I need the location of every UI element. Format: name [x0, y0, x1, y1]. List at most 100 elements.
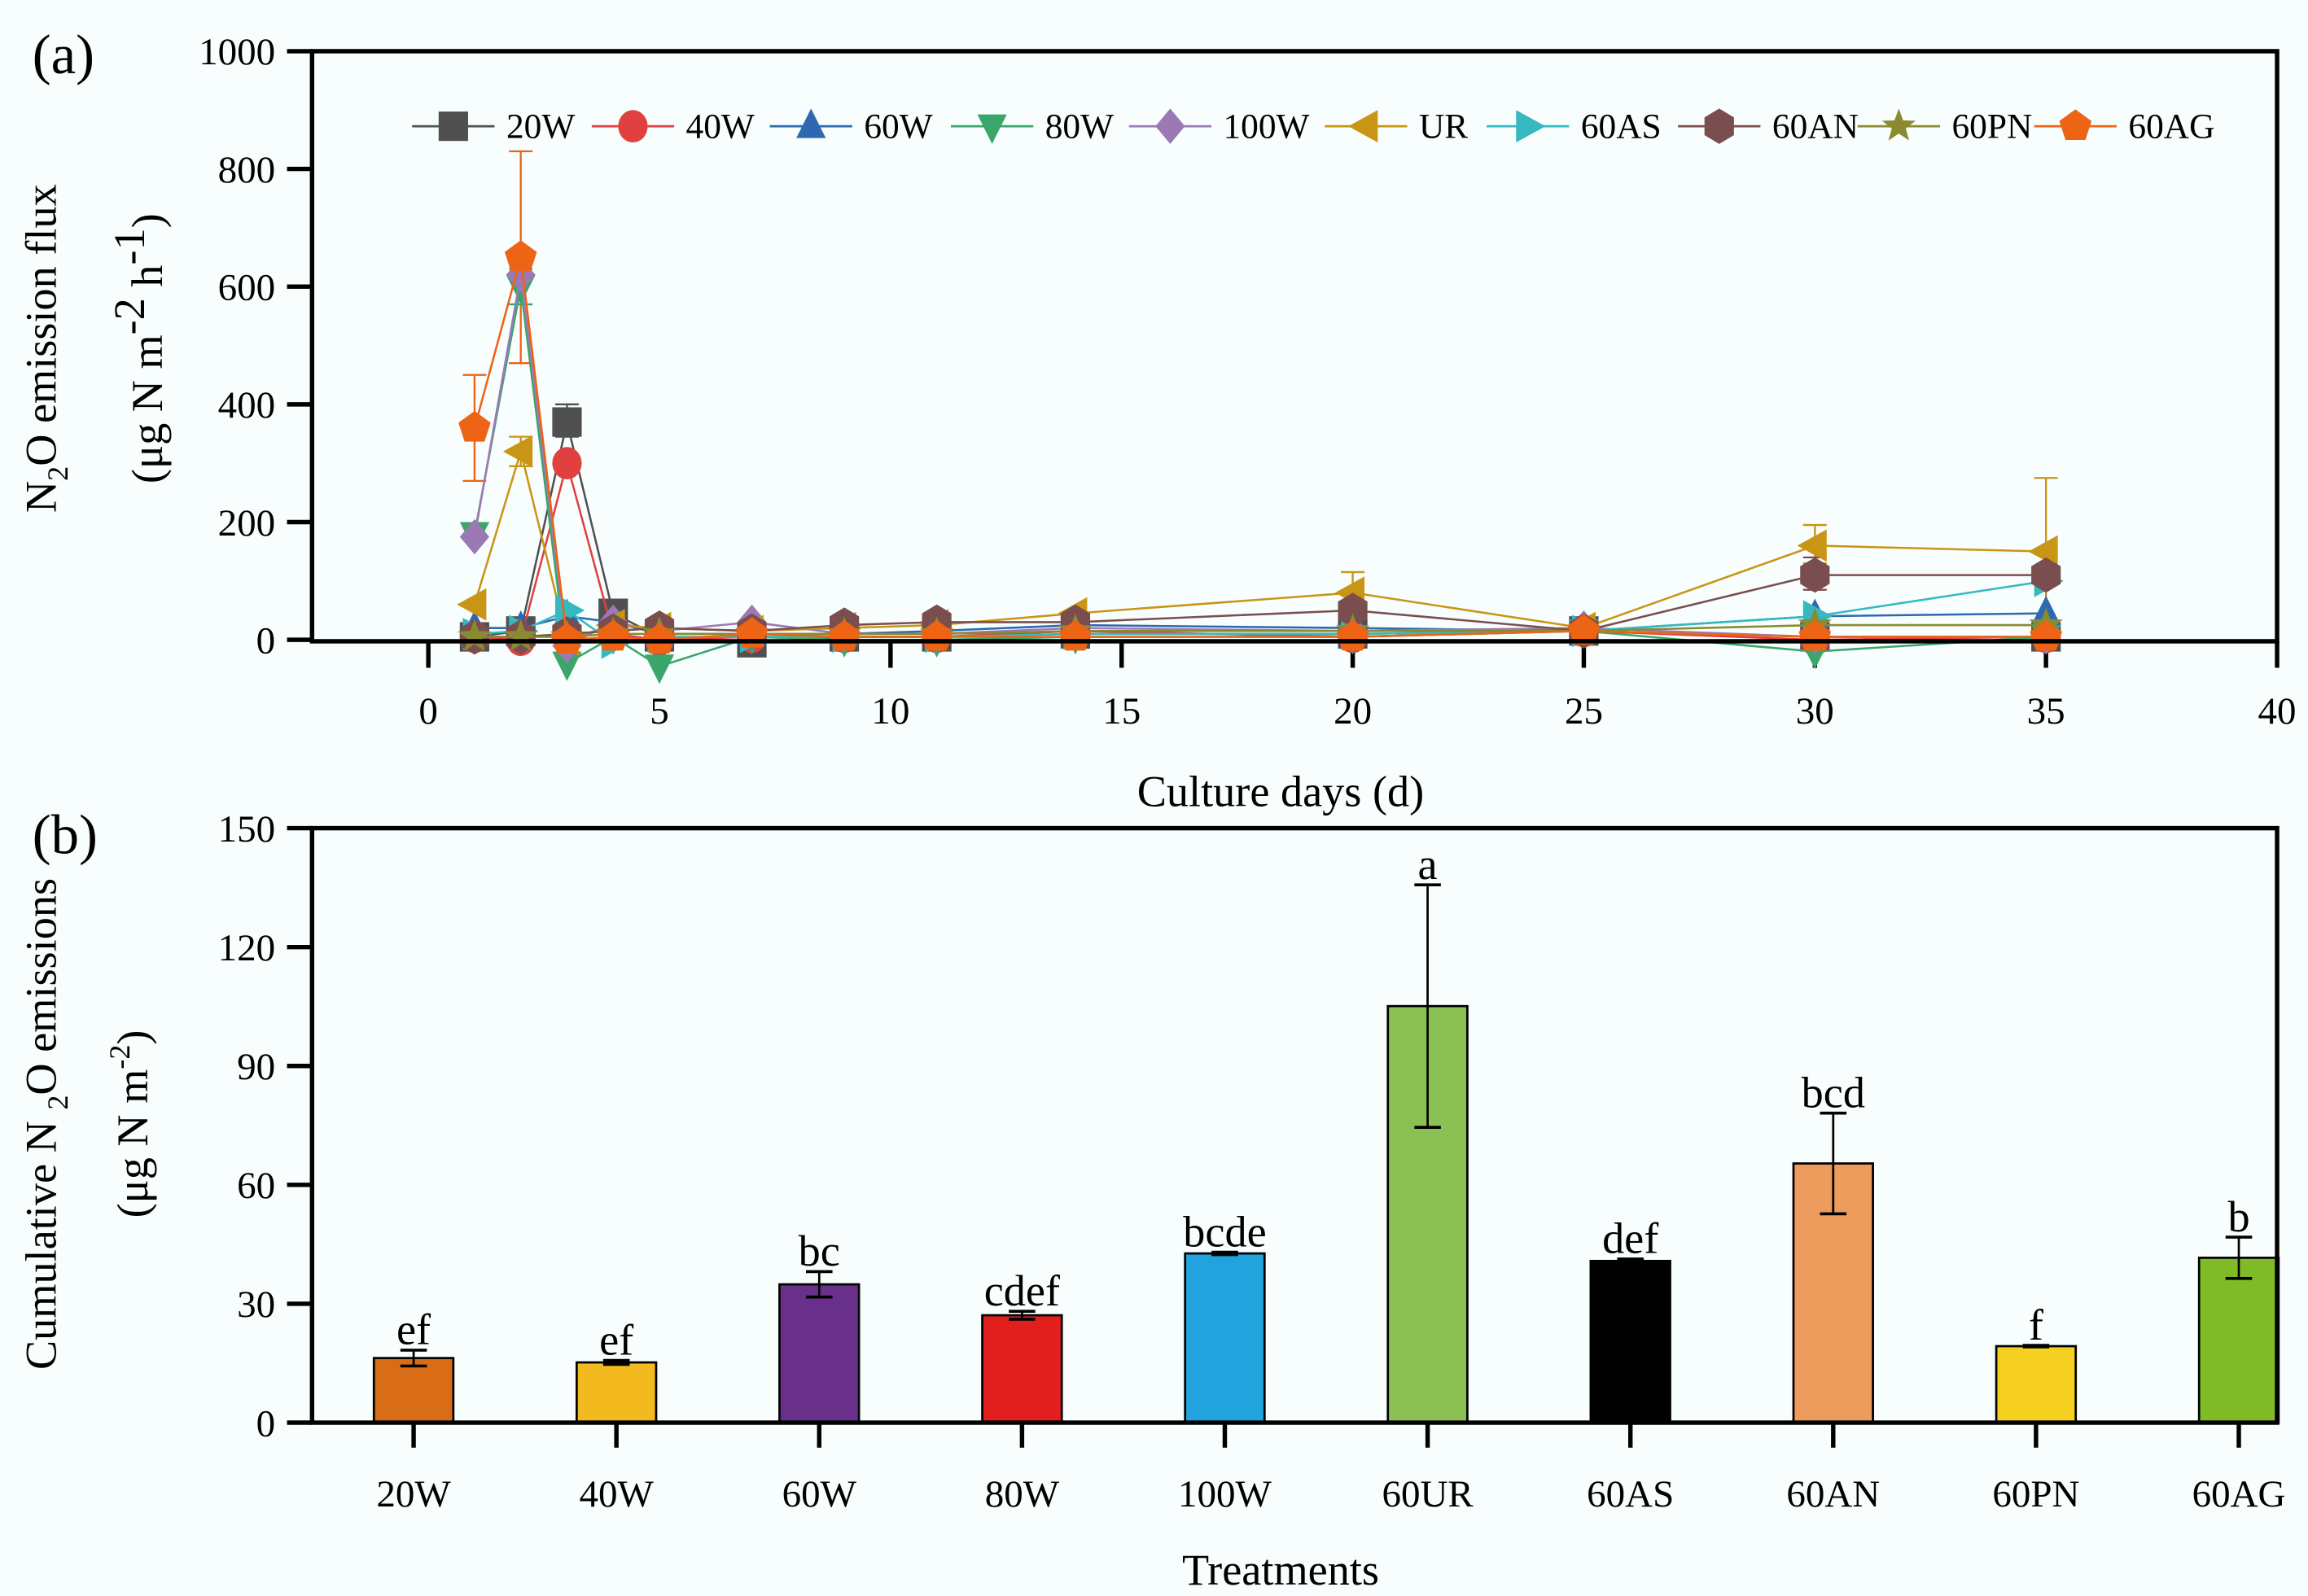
bar-group-40W: ef	[575, 1315, 658, 1424]
x-tick-label: 60UR	[1382, 1473, 1474, 1515]
legend-marker-circle-icon	[618, 110, 648, 143]
x-tick-label: 5	[650, 690, 669, 732]
significance-label: f	[2029, 1301, 2044, 1349]
legend-item-60PN: 60PN	[1857, 107, 2032, 146]
bar-40W	[575, 1361, 658, 1424]
bar-60PN	[1995, 1345, 2078, 1424]
legend-item-60AN: 60AN	[1678, 107, 1859, 146]
x-tick-label: 80W	[985, 1473, 1060, 1515]
legend-item-60W: 60W	[769, 107, 933, 146]
x-tick-label: 40W	[579, 1473, 654, 1515]
legend-marker-square-icon	[438, 112, 468, 142]
significance-label: ef	[396, 1305, 431, 1354]
significance-label: cdef	[984, 1266, 1061, 1315]
legend-label: 60PN	[1951, 107, 2032, 146]
panel-b-y-axis-title: Cumulative N 2O emissions (μg N m-2)	[17, 878, 157, 1370]
panel-b-bars: ef ef bc cdef bcde a def bcd f b	[372, 840, 2280, 1424]
bar-group-100W: bcde	[1183, 1207, 1267, 1424]
legend-label: 40W	[686, 107, 755, 146]
legend-item-60AS: 60AS	[1487, 107, 1662, 146]
legend-item-40W: 40W	[591, 107, 755, 146]
panel-a-legend: 20W 40W 60W 80W 100W UR 60AS 60AN 60PN 60AG	[412, 107, 2214, 146]
x-tick-label: 40	[2258, 690, 2297, 732]
legend-label: 60AS	[1581, 107, 1662, 146]
data-point-60AN	[1800, 557, 1830, 593]
panel-b-y-ticks: 0 30 60 90 120 150	[218, 808, 313, 1445]
legend-item-UR: UR	[1325, 107, 1468, 146]
y-tick-label: 600	[218, 266, 276, 308]
significance-label: bc	[799, 1227, 840, 1275]
panel-a-y-axis-title: N2O emission flux (μg N m-2 h-1)	[17, 184, 172, 513]
y-tick-label: 1000	[199, 31, 275, 73]
legend-item-80W: 80W	[950, 107, 1114, 146]
x-tick-label: 0	[418, 690, 438, 732]
legend-marker-triangle-right-icon	[1516, 110, 1546, 143]
bar-group-60W: bc	[778, 1227, 861, 1424]
legend-label: 60W	[864, 107, 932, 146]
legend-label: 20W	[506, 107, 575, 146]
legend-label: 60AG	[2128, 107, 2214, 146]
bar-20W	[372, 1357, 455, 1424]
significance-label: bcd	[1802, 1068, 1865, 1117]
significance-label: def	[1602, 1214, 1659, 1263]
x-tick-label: 60AG	[2192, 1473, 2286, 1515]
panel-a-y-axis-title-line1: N2O emission flux	[17, 184, 74, 513]
x-tick-label: 25	[1565, 690, 1603, 732]
bar-80W	[981, 1314, 1063, 1424]
data-point-UR	[2028, 535, 2058, 568]
legend-label: UR	[1419, 107, 1468, 146]
data-point-60AG	[1567, 614, 1601, 645]
legend-label: 100W	[1223, 107, 1309, 146]
data-point-60AN	[2031, 557, 2061, 593]
data-point-20W	[552, 407, 582, 437]
data-point-60AN	[1338, 592, 1368, 628]
panel-a-y-ticks: 0 200 400 600 800 1000	[199, 31, 313, 662]
panel-a-flux-chart: (a) 0 200 400 600 800 1000 0 5 10 15 20 25 30 35 40 2…	[17, 24, 2297, 815]
x-tick-label: 15	[1102, 690, 1141, 732]
y-tick-label: 200	[218, 502, 276, 544]
legend-label: 60AN	[1772, 107, 1859, 146]
significance-label: ef	[599, 1315, 634, 1364]
x-tick-label: 35	[2027, 690, 2065, 732]
legend-item-20W: 20W	[412, 107, 575, 146]
bar-100W	[1184, 1252, 1266, 1424]
data-point-60AG	[458, 410, 491, 442]
data-point-80W	[644, 654, 675, 684]
panel-a-frame	[309, 49, 2280, 644]
x-tick-label: 60W	[782, 1473, 857, 1515]
data-point-UR	[457, 588, 487, 621]
significance-label: b	[2227, 1192, 2249, 1241]
bar-group-60AG: b	[2197, 1192, 2280, 1424]
bar-group-60AN: bcd	[1792, 1068, 1874, 1424]
legend-label: 80W	[1045, 107, 1114, 146]
y-tick-label: 400	[218, 384, 276, 426]
x-tick-label: 100W	[1178, 1473, 1272, 1515]
legend-marker-pentagon-icon	[2059, 109, 2092, 140]
data-point-UR	[502, 435, 533, 468]
panel-b-x-ticks: 20W 40W 60W 80W 100W 60UR 60AS 60AN 60PN 60AG	[376, 1423, 2286, 1515]
legend-marker-triangle-left-icon	[1348, 110, 1378, 143]
data-point-UR	[1797, 529, 1827, 562]
panel-a-x-ticks: 0 5 10 15 20 25 30 35 40	[418, 641, 2297, 732]
data-point-60PN	[458, 619, 492, 652]
bar-60W	[778, 1283, 861, 1424]
y-tick-label: 60	[237, 1165, 275, 1207]
significance-label: bcde	[1183, 1207, 1266, 1256]
x-tick-label: 20	[1334, 690, 1372, 732]
legend-marker-hexagon-icon	[1704, 108, 1734, 144]
data-point-60AG	[643, 623, 676, 654]
bar-group-60AS: def	[1589, 1214, 1671, 1424]
data-point-60AG	[550, 623, 584, 654]
bar-group-60PN: f	[1995, 1301, 2078, 1424]
data-point-80W	[552, 651, 582, 681]
significance-label: a	[1418, 840, 1438, 889]
panel-a-x-axis-title: Culture days (d)	[1137, 767, 1424, 815]
data-point-40W	[552, 447, 582, 480]
panel-b-x-axis-title: Treatments	[1182, 1546, 1379, 1594]
data-point-60PN	[504, 619, 538, 652]
x-tick-label: 30	[1796, 690, 1834, 732]
x-tick-label: 60AN	[1786, 1473, 1880, 1515]
bar-group-80W: cdef	[981, 1266, 1063, 1424]
